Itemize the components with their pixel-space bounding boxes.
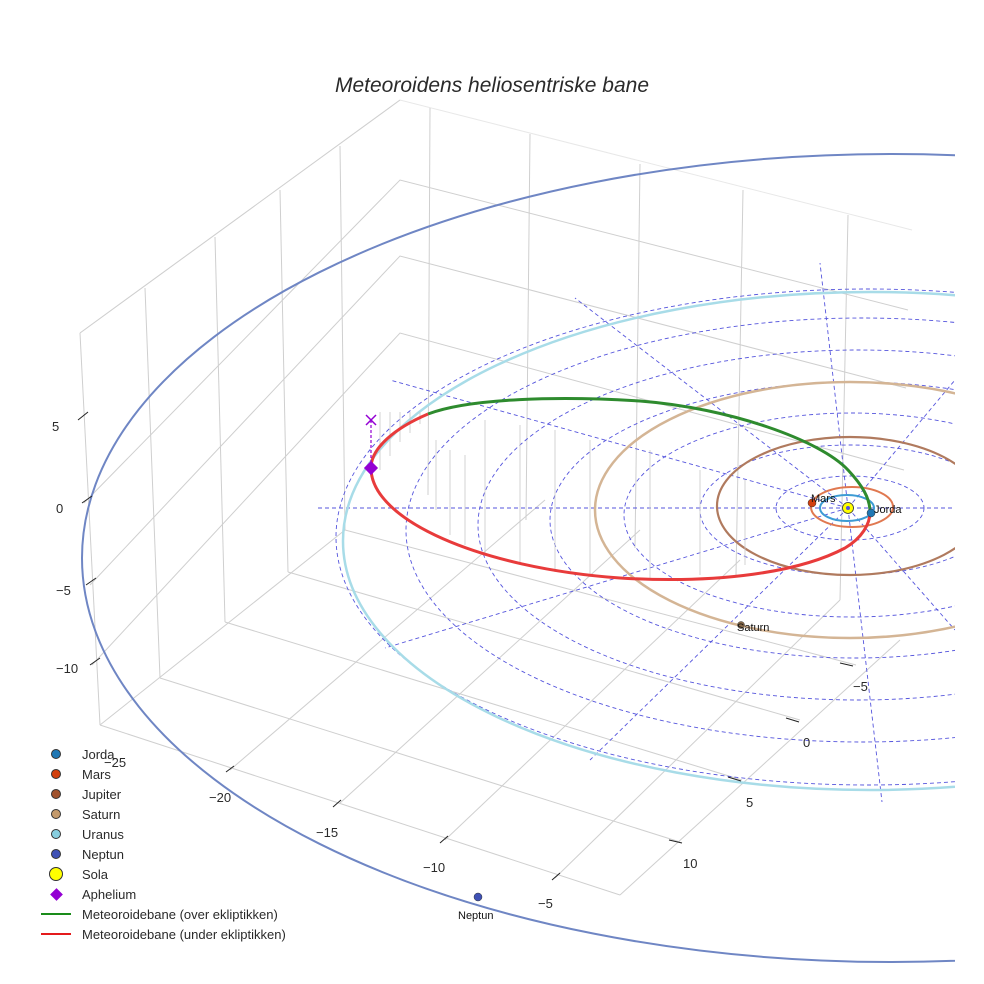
neptune-orbit — [81, 153, 955, 963]
legend-label: Neptun — [82, 846, 124, 862]
x-tick-label: −5 — [538, 896, 553, 911]
y-tick-label: −5 — [853, 679, 868, 694]
legend-label: Sola — [82, 866, 109, 882]
green-line-legend-icon — [41, 913, 71, 915]
x-tick-label: −15 — [316, 825, 338, 840]
red-line-legend-icon — [41, 933, 71, 935]
legend-label: Aphelium — [82, 886, 137, 902]
x-tick-label: −25 — [104, 755, 126, 770]
z-tick-label: 0 — [56, 501, 63, 516]
legend-label: Jupiter — [82, 786, 122, 802]
y-tick-label: 5 — [746, 795, 753, 810]
saturn-orbit — [593, 380, 955, 640]
diamond-legend-icon — [49, 887, 63, 901]
legend-label: Mars — [82, 766, 111, 782]
y-tick-label: 10 — [683, 856, 697, 871]
legend: Jorda Mars Jupiter Saturn Uranus Neptun … — [36, 744, 286, 944]
label-neptune: Neptun — [458, 910, 493, 922]
legend-item-orbit-below[interactable]: Meteoroidebane (under ekliptikken) — [36, 924, 286, 944]
neptune-marker[interactable] — [473, 892, 483, 902]
saturn-marker[interactable] — [737, 621, 745, 629]
uranus-orbit — [341, 290, 955, 792]
x-tick-label: −20 — [209, 790, 231, 805]
legend-label: Saturn — [82, 806, 121, 822]
legend-item-earth[interactable]: Jorda — [36, 744, 286, 764]
planet-orbits — [81, 153, 955, 963]
legend-label: Uranus — [82, 826, 124, 842]
legend-label: Jorda — [82, 746, 115, 762]
earth-orbit — [819, 494, 875, 522]
sun-legend-icon — [49, 867, 63, 881]
y-tick-label: 0 — [803, 735, 810, 750]
mars-legend-icon — [51, 769, 61, 779]
neptune-legend-icon — [51, 849, 61, 859]
meteoroid-drop-lines — [379, 412, 746, 580]
jupiter-legend-icon — [51, 789, 61, 799]
ecliptic-polar-grid — [318, 262, 955, 803]
meteoroid-orbit-above — [427, 397, 872, 513]
legend-item-orbit-above[interactable]: Meteoroidebane (over ekliptikken) — [36, 904, 286, 924]
x-tick-label: −10 — [423, 860, 445, 875]
legend-item-neptune[interactable]: Neptun — [36, 844, 286, 864]
z-axis: 5 0 −5 −10 — [52, 411, 101, 676]
label-saturn: Saturn — [737, 622, 769, 634]
sun-core — [846, 506, 850, 510]
earth-legend-icon — [51, 749, 61, 759]
label-mars: Mars — [811, 493, 836, 505]
aphelion-x-marker — [365, 414, 377, 426]
aphelion-marker[interactable] — [363, 460, 379, 476]
legend-item-saturn[interactable]: Saturn — [36, 804, 286, 824]
legend-label: Meteoroidebane (over ekliptikken) — [82, 906, 278, 922]
meteoroid-orbit — [369, 397, 872, 582]
uranus-legend-icon — [51, 829, 61, 839]
saturn-legend-icon — [51, 809, 61, 819]
earth-marker[interactable] — [866, 508, 876, 518]
legend-item-aphelion[interactable]: Aphelium — [36, 884, 286, 904]
x-axis: −25 −20 −15 −10 −5 — [104, 755, 561, 911]
chart-title: Meteoroidens heliosentriske bane — [334, 74, 650, 97]
mars-marker[interactable] — [807, 498, 817, 508]
y-axis: −5 0 5 10 — [668, 662, 868, 871]
legend-item-uranus[interactable]: Uranus — [36, 824, 286, 844]
legend-item-sun[interactable]: Sola — [36, 864, 286, 884]
legend-item-mars[interactable]: Mars — [36, 764, 286, 784]
z-tick-label: −10 — [56, 661, 78, 676]
label-earth: Jorda — [874, 504, 902, 516]
jupiter-orbit — [715, 435, 955, 577]
legend-label: Meteoroidebane (under ekliptikken) — [82, 926, 286, 942]
z-tick-label: −5 — [56, 583, 71, 598]
z-tick-label: 5 — [52, 419, 59, 434]
legend-item-jupiter[interactable]: Jupiter — [36, 784, 286, 804]
